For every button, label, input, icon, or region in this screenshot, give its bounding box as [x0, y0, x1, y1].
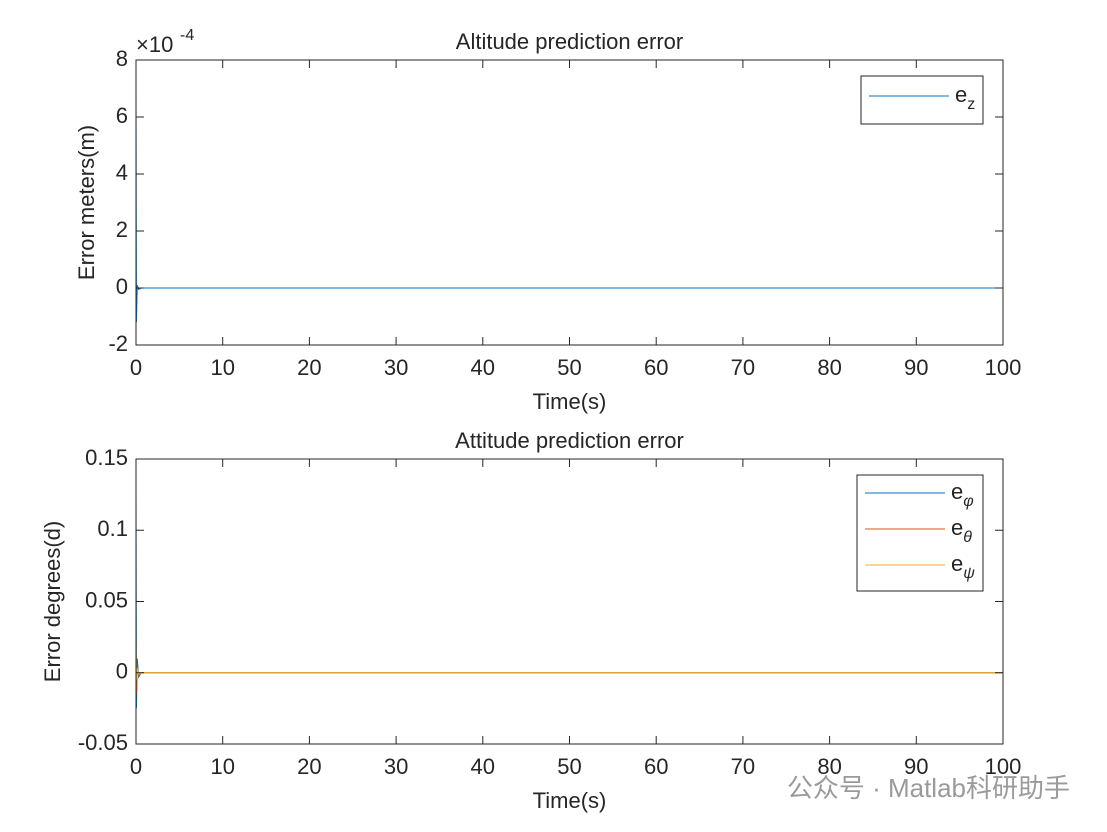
- x-tick-label: 100: [985, 355, 1022, 380]
- chart-title: Attitude prediction error: [455, 428, 684, 453]
- y-multiplier-exponent: -4: [180, 27, 194, 44]
- x-axis-label: Time(s): [533, 389, 607, 414]
- x-tick-label: 60: [644, 754, 668, 779]
- x-tick-label: 40: [471, 754, 495, 779]
- x-axis-label: Time(s): [533, 788, 607, 813]
- x-tick-label: 20: [297, 754, 321, 779]
- x-tick-label: 70: [731, 355, 755, 380]
- x-tick-label: 40: [471, 355, 495, 380]
- chart-title: Altitude prediction error: [456, 29, 683, 54]
- x-tick-label: 0: [130, 754, 142, 779]
- x-tick-label: 50: [557, 355, 581, 380]
- y-tick-label: 2: [116, 217, 128, 242]
- x-tick-label: 90: [904, 355, 928, 380]
- x-tick-label: 30: [384, 754, 408, 779]
- plot-area: [136, 60, 1003, 345]
- legend-label: eφ: [951, 479, 974, 510]
- legend-label: eψ: [951, 551, 975, 582]
- y-tick-label: 0: [116, 659, 128, 684]
- watermark: 公众号 · Matlab科研助手: [787, 773, 1070, 803]
- y-multiplier: ×10: [136, 32, 173, 57]
- y-axis-label: Error degrees(d): [40, 521, 65, 682]
- x-tick-label: 30: [384, 355, 408, 380]
- y-tick-label: 6: [116, 103, 128, 128]
- y-tick-label: 0.05: [85, 587, 128, 612]
- x-tick-label: 70: [731, 754, 755, 779]
- x-tick-label: 100: [985, 754, 1022, 779]
- y-tick-label: 0.15: [85, 445, 128, 470]
- y-tick-label: 4: [116, 160, 128, 185]
- legend-label: ez: [955, 82, 975, 113]
- x-tick-label: 60: [644, 355, 668, 380]
- x-tick-label: 50: [557, 754, 581, 779]
- x-tick-label: 10: [210, 355, 234, 380]
- legend-box: [860, 75, 984, 125]
- x-tick-label: 10: [210, 754, 234, 779]
- y-tick-label: -0.05: [78, 730, 128, 755]
- y-axis-label: Error meters(m): [74, 125, 99, 280]
- x-tick-label: 20: [297, 355, 321, 380]
- x-tick-label: 80: [817, 355, 841, 380]
- axes-box: [135, 458, 1004, 745]
- y-tick-label: 8: [116, 46, 128, 71]
- y-tick-label: 0: [116, 274, 128, 299]
- y-tick-label: 0.1: [97, 516, 128, 541]
- legend-box: [856, 474, 984, 592]
- x-tick-label: 90: [904, 754, 928, 779]
- x-tick-label: 0: [130, 355, 142, 380]
- legend-label: eθ: [951, 515, 972, 546]
- y-tick-label: -2: [108, 331, 128, 356]
- axes-box: [135, 59, 1004, 346]
- x-tick-label: 80: [817, 754, 841, 779]
